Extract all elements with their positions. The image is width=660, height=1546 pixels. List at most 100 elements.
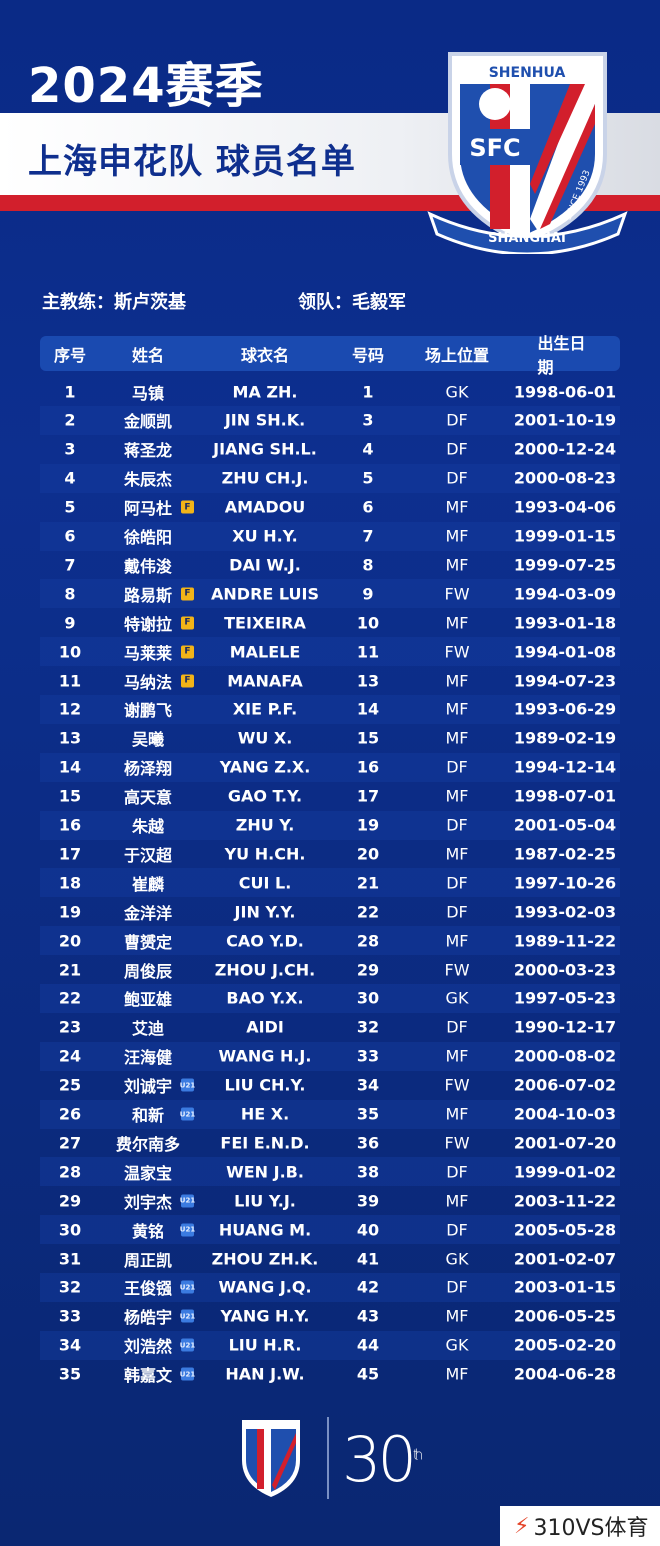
row-no: 27 bbox=[58, 1133, 82, 1153]
watermark: ⚡ 310VS体育 bbox=[500, 1506, 660, 1546]
birth-date: 2003-01-15 bbox=[513, 1277, 617, 1297]
row-no: 14 bbox=[58, 757, 82, 777]
position: DF bbox=[446, 439, 468, 459]
shirt-number: 45 bbox=[356, 1364, 380, 1384]
row-no: 1 bbox=[64, 382, 76, 401]
position: FW bbox=[444, 960, 470, 979]
row-no: 12 bbox=[58, 699, 82, 719]
table-row: 24 汪海健 WANG H.J. 33 MF 2000-08-02 bbox=[40, 1041, 620, 1071]
player-name: 高天意 bbox=[123, 788, 173, 808]
shirt-number: 3 bbox=[362, 410, 374, 430]
position: MF bbox=[445, 613, 469, 633]
shirt-name: ZHU Y. bbox=[235, 815, 295, 835]
anniversary-30-logo: 30th bbox=[342, 1423, 424, 1496]
position: DF bbox=[446, 1162, 468, 1182]
position: MF bbox=[445, 844, 469, 864]
table-row: 29 刘宇杰 LIU Y.J. 39 MF 2003-11-22 U21 bbox=[40, 1186, 620, 1215]
foreign-player-badge: F bbox=[181, 500, 194, 514]
table-row: 21 周俊辰 ZHOU J.CH. 29 FW 2000-03-23 bbox=[40, 955, 620, 984]
shirt-name: XU H.Y. bbox=[232, 526, 298, 546]
birth-date: 2004-06-28 bbox=[513, 1364, 617, 1384]
table-row: 1 马镇 MA ZH. 1 GK 1998-06-01 bbox=[40, 377, 620, 406]
shirt-number: 33 bbox=[356, 1046, 380, 1066]
roster-title: 上海申花队 球员名单 bbox=[28, 142, 356, 182]
u21-badge: U21 bbox=[180, 1194, 195, 1208]
position: GK bbox=[445, 1249, 469, 1268]
birth-date: 1994-07-23 bbox=[513, 671, 617, 690]
player-name: 于汉超 bbox=[123, 845, 173, 865]
birth-date: 1993-02-03 bbox=[513, 902, 617, 922]
birth-date: 1998-07-01 bbox=[513, 786, 617, 806]
foreign-player-badge: F bbox=[181, 674, 194, 687]
player-name: 阿马杜 bbox=[123, 499, 173, 519]
table-row: 25 刘诚宇 LIU CH.Y. 34 FW 2006-07-02 U21 bbox=[40, 1071, 620, 1100]
shirt-name: ZHU CH.J. bbox=[221, 468, 309, 488]
shirt-name: AIDI bbox=[246, 1017, 284, 1037]
table-row: 13 吴曦 WU X. 15 MF 1989-02-19 bbox=[40, 724, 620, 753]
player-name: 刘宇杰 bbox=[123, 1192, 173, 1212]
birth-date: 1994-01-08 bbox=[513, 642, 617, 662]
table-row: 6 徐皓阳 XU H.Y. 7 MF 1999-01-15 bbox=[40, 521, 620, 551]
row-no: 8 bbox=[64, 584, 76, 604]
row-no: 9 bbox=[64, 613, 76, 633]
position: MF bbox=[445, 497, 469, 517]
birth-date: 2001-02-07 bbox=[513, 1249, 617, 1268]
position: DF bbox=[446, 1220, 468, 1240]
player-name: 黄铭 bbox=[131, 1221, 165, 1241]
shirt-number: 4 bbox=[362, 439, 374, 459]
row-no: 35 bbox=[58, 1364, 82, 1384]
shirt-name: LIU H.R. bbox=[228, 1335, 302, 1355]
player-name: 金顺凯 bbox=[123, 412, 173, 432]
birth-date: 2000-12-24 bbox=[513, 439, 617, 459]
birth-date: 2001-10-19 bbox=[513, 410, 617, 430]
tiger-head-icon bbox=[479, 88, 511, 120]
player-name: 温家宝 bbox=[123, 1163, 173, 1183]
shirt-name: GAO T.Y. bbox=[227, 786, 303, 806]
shirt-number: 16 bbox=[356, 757, 380, 777]
shirt-name: HE X. bbox=[240, 1104, 290, 1124]
crest-sfc-text: SFC bbox=[469, 134, 520, 162]
birth-date: 1997-05-23 bbox=[513, 988, 617, 1008]
row-no: 33 bbox=[58, 1306, 82, 1326]
player-name: 艾迪 bbox=[131, 1019, 165, 1039]
row-no: 2 bbox=[64, 410, 76, 430]
row-no: 32 bbox=[58, 1277, 82, 1297]
player-name: 刘浩然 bbox=[123, 1337, 173, 1357]
birth-date: 2006-07-02 bbox=[513, 1075, 617, 1095]
birth-date: 1990-12-17 bbox=[513, 1017, 617, 1037]
shirt-number: 34 bbox=[356, 1075, 380, 1095]
shirt-number: 29 bbox=[356, 960, 380, 979]
birth-date: 1989-02-19 bbox=[513, 728, 617, 748]
u21-badge: U21 bbox=[180, 1223, 195, 1237]
table-row: 32 王俊镪 WANG J.Q. 42 DF 2003-01-15 U21 bbox=[40, 1272, 620, 1302]
shirt-number: 8 bbox=[362, 555, 374, 575]
row-no: 30 bbox=[58, 1220, 82, 1240]
foreign-player-badge: F bbox=[181, 616, 194, 630]
row-no: 25 bbox=[58, 1075, 82, 1095]
table-row: 3 蒋圣龙 JIANG SH.L. 4 DF 2000-12-24 bbox=[40, 435, 620, 464]
player-name: 特谢拉 bbox=[123, 614, 173, 634]
position: FW bbox=[444, 1075, 470, 1095]
row-no: 24 bbox=[58, 1046, 82, 1066]
position: GK bbox=[445, 988, 469, 1008]
row-no: 31 bbox=[58, 1249, 82, 1268]
position: DF bbox=[446, 468, 468, 488]
shirt-name: JIANG SH.L. bbox=[213, 439, 317, 459]
table-row: 33 杨皓宇 YANG H.Y. 43 MF 2006-05-25 U21 bbox=[40, 1302, 620, 1331]
player-name: 曹赟定 bbox=[123, 932, 173, 952]
birth-date: 1997-10-26 bbox=[513, 873, 617, 893]
shirt-name: ZHOU J.CH. bbox=[214, 960, 316, 979]
shirt-number: 19 bbox=[356, 815, 380, 835]
birth-date: 1999-01-15 bbox=[513, 526, 617, 546]
u21-badge: U21 bbox=[180, 1367, 195, 1381]
foreign-player-badge: F bbox=[181, 645, 194, 659]
birth-date: 2005-02-20 bbox=[513, 1335, 617, 1355]
shirt-number: 11 bbox=[356, 642, 380, 662]
player-name: 刘诚宇 bbox=[123, 1077, 173, 1097]
position: MF bbox=[445, 1046, 469, 1066]
shirt-number: 36 bbox=[356, 1133, 380, 1153]
player-name: 蒋圣龙 bbox=[123, 441, 173, 461]
row-no: 13 bbox=[58, 728, 82, 748]
footer-crest-logo bbox=[242, 1417, 329, 1499]
shirt-number: 32 bbox=[356, 1017, 380, 1037]
